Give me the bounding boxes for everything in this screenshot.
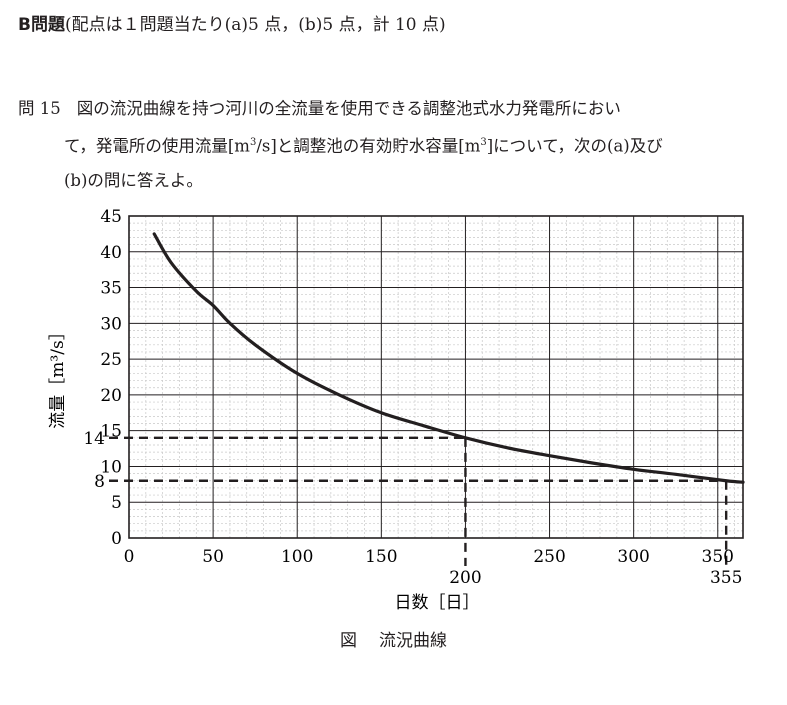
- x-axis-label: 日数［日］: [395, 593, 480, 613]
- x-tick-label: 50: [202, 547, 224, 567]
- problem-header: B問題(配点は１問題当たり(a)5 点，(b)5 点，計 10 点): [18, 10, 446, 35]
- flow-curve: [152, 232, 745, 484]
- x-tick-label: 250: [533, 547, 565, 567]
- x-tick-label: 350: [702, 547, 734, 567]
- annotation-y-label: 8: [94, 472, 105, 492]
- grid-minor: [129, 216, 743, 538]
- x-tick-label: 0: [124, 547, 135, 567]
- y-tick-label: 20: [100, 386, 122, 406]
- question-line-1: 問 15 図の流況曲線を持つ河川の全流量を使用できる調整池式水力発電所におい: [18, 99, 621, 118]
- grid-major: [129, 216, 743, 538]
- question-line-2: て，発電所の使用流量[m3/s]と調整池の有効貯水容量[m3]について，次の(a…: [64, 136, 663, 156]
- x-tick-label: 150: [365, 547, 397, 567]
- figure-caption: 図 流況曲線: [0, 626, 787, 651]
- plot-frame: [128, 215, 744, 539]
- annotation-x-label: 200: [449, 568, 481, 588]
- caption-lead: 図: [340, 631, 357, 651]
- question-text: 問 15 図の流況曲線を持つ河川の全流量を使用できる調整池式水力発電所におい て，…: [18, 92, 778, 198]
- y-tick-label: 15: [100, 422, 122, 442]
- y-tick-label: 40: [100, 243, 122, 263]
- y-tick-label: 45: [100, 207, 122, 227]
- y-tick-label: 5: [111, 493, 122, 513]
- scoring-text: (配点は１問題当たり(a)5 点，(b)5 点，計 10 点): [64, 15, 446, 35]
- annotation-y-label: 14: [83, 429, 105, 449]
- annotation-x-label: 355: [710, 568, 742, 588]
- reference-lines: [109, 436, 728, 566]
- section-label: B問題: [18, 15, 65, 35]
- y-tick-label: 30: [100, 314, 122, 334]
- question-number: 問 15: [18, 99, 61, 118]
- caption-text: 流況曲線: [379, 631, 447, 651]
- y-axis-label: 流量［m³/s］: [48, 323, 68, 428]
- x-tick-label: 100: [281, 547, 313, 567]
- question-line-3: (b)の問に答えよ。: [64, 170, 203, 190]
- tick-labels: 0 50 100 150 250 300 350 0 5 10 15 20 25 30 35 40 45 200 1…: [83, 207, 742, 588]
- y-tick-label: 25: [100, 350, 122, 370]
- x-tick-label: 300: [617, 547, 649, 567]
- y-tick-label: 0: [111, 529, 122, 549]
- y-tick-label: 10: [100, 457, 122, 477]
- y-tick-label: 35: [100, 279, 122, 299]
